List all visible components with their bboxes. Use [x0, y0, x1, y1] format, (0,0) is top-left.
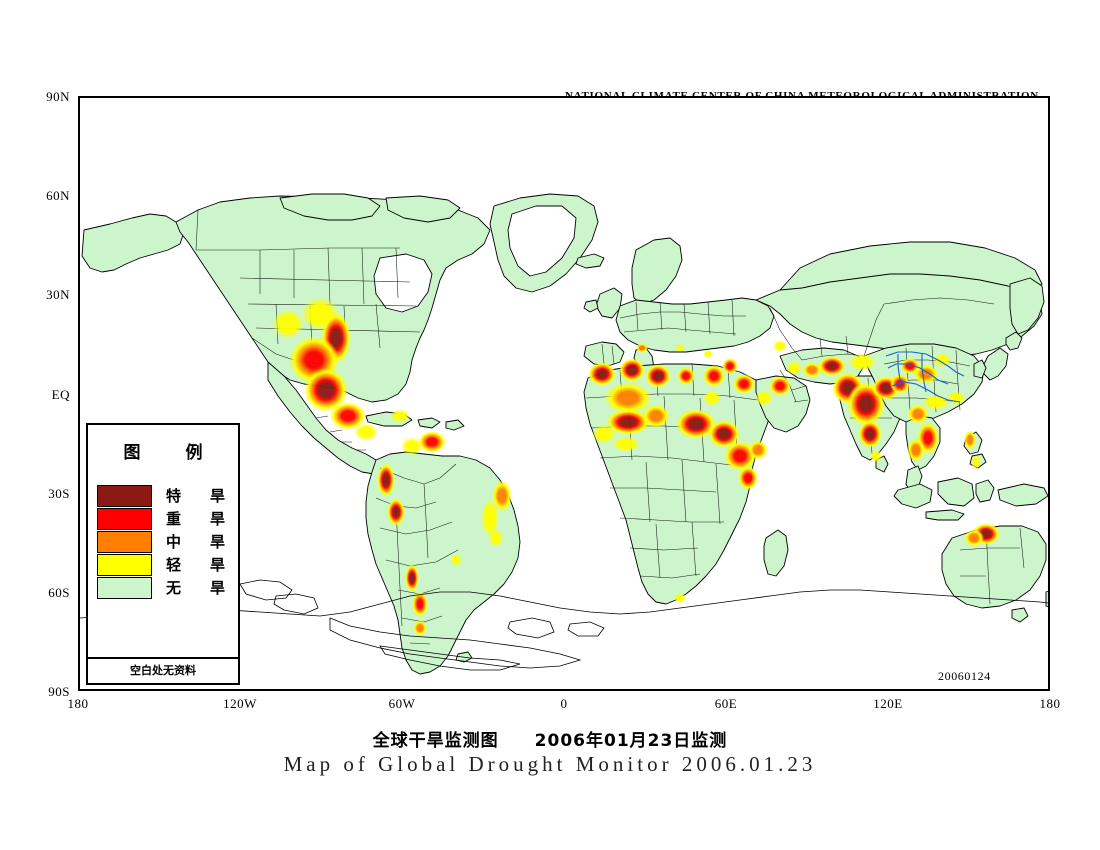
drought-region-philippines-south — [971, 455, 981, 469]
drought-region-caucasus — [773, 340, 787, 352]
drought-region-southwest-usa — [272, 309, 304, 339]
legend-label-mild: 轻 旱 — [166, 556, 233, 574]
drought-region-southeast-china — [947, 391, 965, 405]
legend-box: 图 例 特 旱 重 旱 中 旱 轻 旱 无 旱 空白 — [86, 423, 240, 685]
drought-region-libya-west — [645, 364, 671, 388]
legend-swatch-severe — [97, 507, 152, 530]
drought-region-guinea-coast — [612, 436, 640, 452]
drought-region-libya-east — [677, 367, 695, 385]
legend-swatch-none — [97, 576, 152, 599]
map-title-chinese: 全球干旱监测图 2006年01月23日监测 — [372, 731, 728, 751]
drought-region-gulf-carpentaria — [964, 529, 984, 547]
drought-region-saudi-northwest — [733, 374, 755, 394]
legend-item-none: 无 旱 — [97, 576, 238, 599]
legend-swatch-mild — [97, 553, 152, 576]
drought-region-pakistan — [818, 356, 846, 376]
drought-region-patagonia-north — [412, 591, 428, 617]
drought-region-south-africa — [674, 593, 686, 603]
drought-region-sahel-mali — [606, 409, 650, 435]
drought-region-bangladesh — [890, 374, 910, 394]
drought-region-upper-egypt — [703, 390, 721, 406]
y-tick-30n: 30N — [46, 287, 70, 302]
map-plot-area[interactable] — [78, 96, 1050, 691]
x-tick-0: 0 — [560, 696, 568, 711]
drought-region-morocco-algeria — [588, 362, 616, 386]
legend-item-mild: 轻 旱 — [97, 553, 238, 576]
y-tick-60n: 60N — [46, 188, 70, 203]
x-tick-180e: 180 — [1039, 696, 1061, 711]
drought-region-cuyo-argentina — [405, 564, 419, 592]
x-tick-60e: 60E — [714, 696, 738, 711]
legend-divider — [88, 657, 238, 659]
drought-region-patagonia-south — [413, 620, 427, 636]
production-datestamp: 20060124 — [938, 669, 991, 683]
drought-region-southern-peru — [387, 498, 405, 526]
drought-region-southern-india — [858, 420, 882, 448]
y-tick-60s: 60S — [48, 585, 70, 600]
legend-swatch-exceptional — [97, 484, 152, 507]
drought-region-sudan-east — [708, 420, 740, 448]
drought-region-central-america — [354, 423, 378, 441]
drought-region-brazil-interior — [481, 498, 499, 538]
legend-label-none: 无 旱 — [166, 579, 233, 597]
legend-item-exceptional: 特 旱 — [97, 484, 238, 507]
x-tick-60w: 60W — [388, 696, 416, 711]
map-title-english: Map of Global Drought Monitor 2006.01.23 — [283, 752, 817, 776]
drought-region-niger — [642, 404, 670, 428]
legend-rows: 特 旱 重 旱 中 旱 轻 旱 无 旱 — [88, 484, 238, 599]
drought-region-thailand — [907, 438, 925, 462]
drought-region-southern-mexico — [330, 402, 366, 430]
legend-label-severe: 重 旱 — [166, 510, 233, 528]
world-drought-heatmap — [80, 193, 1048, 675]
drought-region-persian-gulf — [769, 376, 791, 396]
drought-region-turkey — [703, 350, 713, 358]
drought-region-senegal — [592, 424, 616, 444]
drought-region-kenya-somalia — [738, 466, 758, 490]
drought-region-northeast-brazil — [492, 480, 512, 512]
drought-region-sri-lanka — [870, 450, 882, 462]
x-tick-120e: 120E — [873, 696, 903, 711]
legend-item-moderate: 中 旱 — [97, 530, 238, 553]
x-tick-120w: 120W — [223, 696, 257, 711]
drought-region-central-algeria — [619, 358, 645, 382]
legend-label-exceptional: 特 旱 — [166, 487, 233, 505]
drought-region-philippines-luzon — [964, 430, 976, 450]
legend-item-severe: 重 旱 — [97, 507, 238, 530]
drought-region-himalaya-foothills — [848, 353, 876, 371]
drought-region-saudi-central — [755, 390, 773, 406]
drought-region-yunnan — [907, 404, 929, 424]
drought-region-italy-alps — [636, 343, 648, 353]
drought-region-coastal-peru — [377, 463, 395, 497]
y-tick-90s: 90S — [48, 684, 70, 699]
legend-swatch-moderate — [97, 530, 152, 553]
drought-region-iraq — [786, 361, 802, 375]
drought-region-colombia — [401, 437, 423, 455]
drought-region-cuba — [390, 409, 410, 423]
legend-label-moderate: 中 旱 — [166, 533, 233, 551]
drought-severity-layer — [272, 297, 1000, 636]
drought-region-horn-of-africa — [748, 440, 768, 460]
drought-region-sudan-chad — [676, 409, 716, 439]
drought-region-bahia — [489, 529, 503, 547]
drought-region-iran-south — [802, 362, 822, 378]
drought-region-balkans — [675, 344, 685, 352]
drought-region-central-mexico — [304, 368, 348, 412]
drought-region-ethiopia — [724, 441, 756, 471]
y-tick-eq: EQ — [51, 387, 70, 402]
legend-title: 图 例 — [123, 443, 217, 463]
drought-region-venezuela — [418, 431, 446, 453]
legend-no-data-note: 空白处无资料 — [130, 664, 196, 677]
drought-region-egypt — [703, 365, 725, 387]
drought-region-southern-brazil — [450, 554, 462, 566]
drought-region-northeast-china — [933, 353, 951, 367]
drought-region-levant — [722, 358, 738, 374]
china-river-basin-layer — [885, 351, 965, 403]
drought-region-yellow-river-basin — [913, 364, 939, 384]
y-tick-30s: 30S — [48, 486, 70, 501]
drought-region-sahara-central — [604, 382, 652, 414]
y-tick-90n: 90N — [46, 89, 70, 104]
x-tick-180w: 180 — [67, 696, 89, 711]
